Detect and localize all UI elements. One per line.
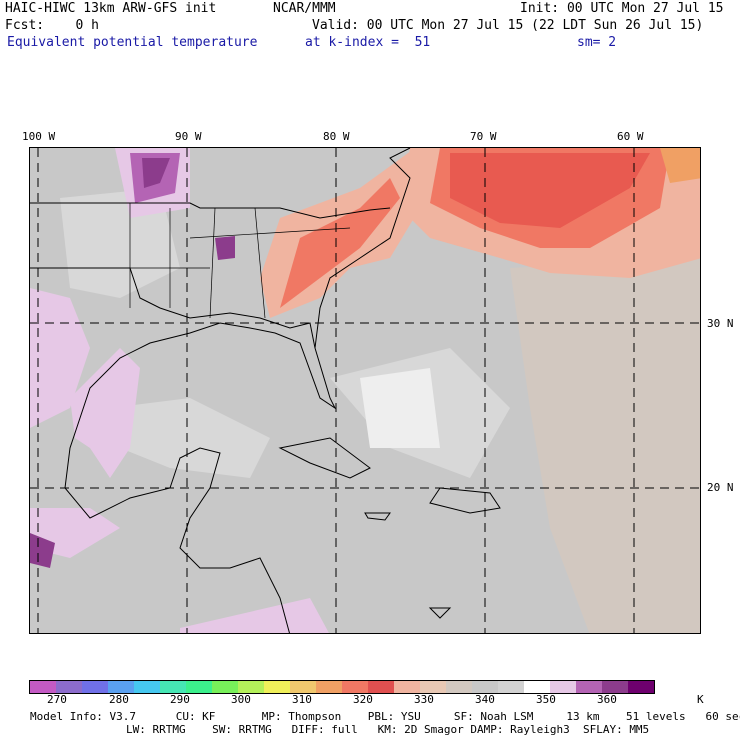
colorbar-swatch bbox=[550, 681, 576, 693]
colorbar-label-320: 320 bbox=[353, 693, 373, 706]
colorbar-label-290: 290 bbox=[170, 693, 190, 706]
colorbar-swatch bbox=[212, 681, 238, 693]
colorbar-swatch bbox=[186, 681, 212, 693]
colorbar-label-350: 350 bbox=[536, 693, 556, 706]
colorbar-swatch bbox=[264, 681, 290, 693]
colorbar-label-310: 310 bbox=[292, 693, 312, 706]
colorbar-swatch bbox=[134, 681, 160, 693]
organization: NCAR/MMM bbox=[273, 1, 336, 16]
map-panel bbox=[29, 147, 701, 634]
colorbar-swatch bbox=[30, 681, 56, 693]
lon-label-80w: 80 W bbox=[323, 130, 350, 143]
colorbar-label-300: 300 bbox=[231, 693, 251, 706]
colorbar-swatch bbox=[498, 681, 524, 693]
colorbar-swatch bbox=[160, 681, 186, 693]
lon-label-60w: 60 W bbox=[617, 130, 644, 143]
colorbar-swatch bbox=[628, 681, 654, 693]
lon-label-70w: 70 W bbox=[470, 130, 497, 143]
colorbar-swatch bbox=[108, 681, 134, 693]
field-name: Equivalent potential temperature bbox=[7, 35, 258, 50]
smoothing-info: sm= 2 bbox=[577, 35, 617, 50]
colorbar-swatch bbox=[368, 681, 394, 693]
colorbar-swatch bbox=[576, 681, 602, 693]
theta-e-field bbox=[30, 148, 700, 633]
colorbar-swatch bbox=[342, 681, 368, 693]
model-title: HAIC-HIWC 13km ARW-GFS init bbox=[5, 1, 217, 16]
colorbar-swatch bbox=[82, 681, 108, 693]
lat-label-30n: 30 N bbox=[707, 317, 734, 330]
colorbar-swatch bbox=[472, 681, 498, 693]
colorbar-swatch bbox=[238, 681, 264, 693]
colorbar-swatch bbox=[420, 681, 446, 693]
init-time: Init: 00 UTC Mon 27 Jul 15 bbox=[520, 1, 724, 16]
colorbar-label-330: 330 bbox=[414, 693, 434, 706]
level-info: at k-index = 51 bbox=[305, 35, 431, 50]
colorbar-unit: K bbox=[697, 693, 704, 706]
colorbar-swatch bbox=[290, 681, 316, 693]
colorbar-swatch bbox=[524, 681, 550, 693]
colorbar-label-270: 270 bbox=[47, 693, 67, 706]
lat-label-20n: 20 N bbox=[707, 481, 734, 494]
colorbar-swatch bbox=[602, 681, 628, 693]
lon-label-90w: 90 W bbox=[175, 130, 202, 143]
valid-time: Valid: 00 UTC Mon 27 Jul 15 (22 LDT Sun … bbox=[312, 18, 704, 33]
colorbar-swatch bbox=[446, 681, 472, 693]
lon-label-100w: 100 W bbox=[22, 130, 56, 143]
colorbar-swatch bbox=[394, 681, 420, 693]
model-info-line2: LW: RRTMG SW: RRTMG DIFF: full KM: 2D Sm… bbox=[126, 723, 650, 736]
colorbar-label-340: 340 bbox=[475, 693, 495, 706]
forecast-hour: Fcst: 0 h bbox=[5, 18, 99, 33]
colorbar-swatch bbox=[56, 681, 82, 693]
colorbar bbox=[29, 680, 655, 694]
model-info-line1: Model Info: V3.7 CU: KF MP: Thompson PBL… bbox=[30, 710, 740, 723]
colorbar-label-360: 360 bbox=[597, 693, 617, 706]
colorbar-label-280: 280 bbox=[109, 693, 129, 706]
colorbar-swatch bbox=[316, 681, 342, 693]
